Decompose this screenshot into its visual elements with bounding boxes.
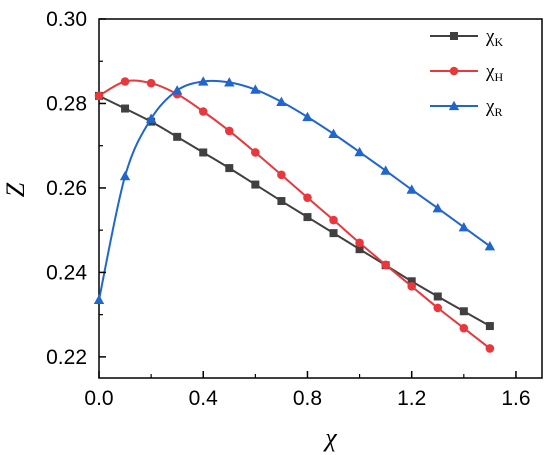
data-point-k — [303, 213, 312, 222]
data-point-h — [94, 91, 104, 101]
data-point-h — [224, 126, 234, 136]
data-point-h — [355, 238, 364, 248]
x-tick-label: 1.6 — [501, 387, 530, 410]
y-tick-label: 0.28 — [46, 92, 87, 115]
legend-marker — [449, 66, 459, 76]
data-point-r — [328, 128, 339, 139]
data-point-h — [459, 323, 469, 333]
x-tick-label: 0.8 — [293, 387, 322, 410]
data-point-h — [303, 193, 312, 202]
data-point-r — [380, 165, 391, 175]
data-point-k — [225, 164, 234, 173]
legend-item-k: χK — [430, 26, 503, 49]
data-point-r — [93, 294, 105, 305]
legend-subscript: R — [494, 105, 502, 119]
series-r — [93, 76, 496, 305]
data-point-r — [250, 84, 261, 94]
data-point-r — [406, 184, 417, 194]
data-point-h — [433, 303, 443, 313]
legend-item-r: χR — [430, 96, 502, 119]
data-point-k — [355, 245, 364, 254]
data-point-k — [329, 229, 338, 238]
data-point-k — [433, 292, 442, 301]
data-point-r — [432, 203, 443, 213]
y-tick-label: 0.22 — [46, 346, 87, 369]
y-tick-label: 0.24 — [46, 261, 87, 284]
x-axis-title: χ — [322, 423, 337, 452]
data-point-r — [302, 111, 313, 122]
x-tick-label: 0.0 — [84, 387, 113, 410]
data-point-r — [276, 96, 287, 106]
data-point-k — [459, 307, 468, 316]
data-point-k — [485, 322, 494, 331]
data-point-r — [224, 77, 235, 87]
data-point-h — [251, 148, 260, 157]
plot-border — [98, 18, 543, 379]
data-point-h — [485, 344, 495, 353]
data-point-r — [119, 170, 131, 181]
plot-frame — [98, 18, 543, 379]
series-line-r — [98, 79, 491, 301]
data-point-r — [198, 76, 209, 86]
legend-marker — [448, 100, 460, 111]
data-point-r — [458, 222, 470, 232]
data-point-r — [484, 241, 496, 251]
y-tick-label: 0.26 — [46, 177, 87, 200]
data-point-k — [277, 197, 286, 206]
data-point-r — [145, 113, 157, 123]
series-layer — [93, 76, 496, 353]
y-tick-label: 0.30 — [46, 8, 87, 31]
data-point-k — [121, 104, 130, 113]
legend: χK χH χR — [430, 26, 503, 119]
legend-subscript: K — [494, 35, 503, 49]
y-axis-title: Z — [1, 182, 30, 197]
data-point-h — [277, 170, 286, 180]
data-point-k — [199, 148, 208, 157]
data-point-r — [171, 85, 183, 95]
legend-item-h: χH — [430, 61, 503, 84]
data-point-h — [146, 78, 156, 88]
data-point-h — [329, 215, 338, 225]
data-point-k — [407, 277, 416, 286]
data-point-k — [251, 180, 260, 189]
data-point-h — [120, 77, 130, 86]
legend-label: χH — [485, 61, 503, 84]
x-tick-label: 0.4 — [189, 387, 219, 410]
legend-subscript: H — [494, 70, 503, 84]
axis-ticks: 0.0 0.4 0.8 1.2 1.6 0.22 0.24 0.26 0.28 0.30 — [46, 8, 530, 410]
data-point-r — [354, 146, 365, 157]
x-tick-label: 1.2 — [397, 387, 426, 410]
series-line-k — [98, 94, 491, 327]
legend-label: χK — [485, 26, 503, 49]
data-point-k — [173, 132, 182, 141]
data-point-h — [381, 260, 390, 270]
data-point-h — [407, 282, 417, 291]
series-line-h — [98, 79, 491, 350]
legend-marker — [450, 32, 458, 40]
data-point-h — [198, 107, 208, 116]
legend-label: χR — [485, 96, 502, 119]
